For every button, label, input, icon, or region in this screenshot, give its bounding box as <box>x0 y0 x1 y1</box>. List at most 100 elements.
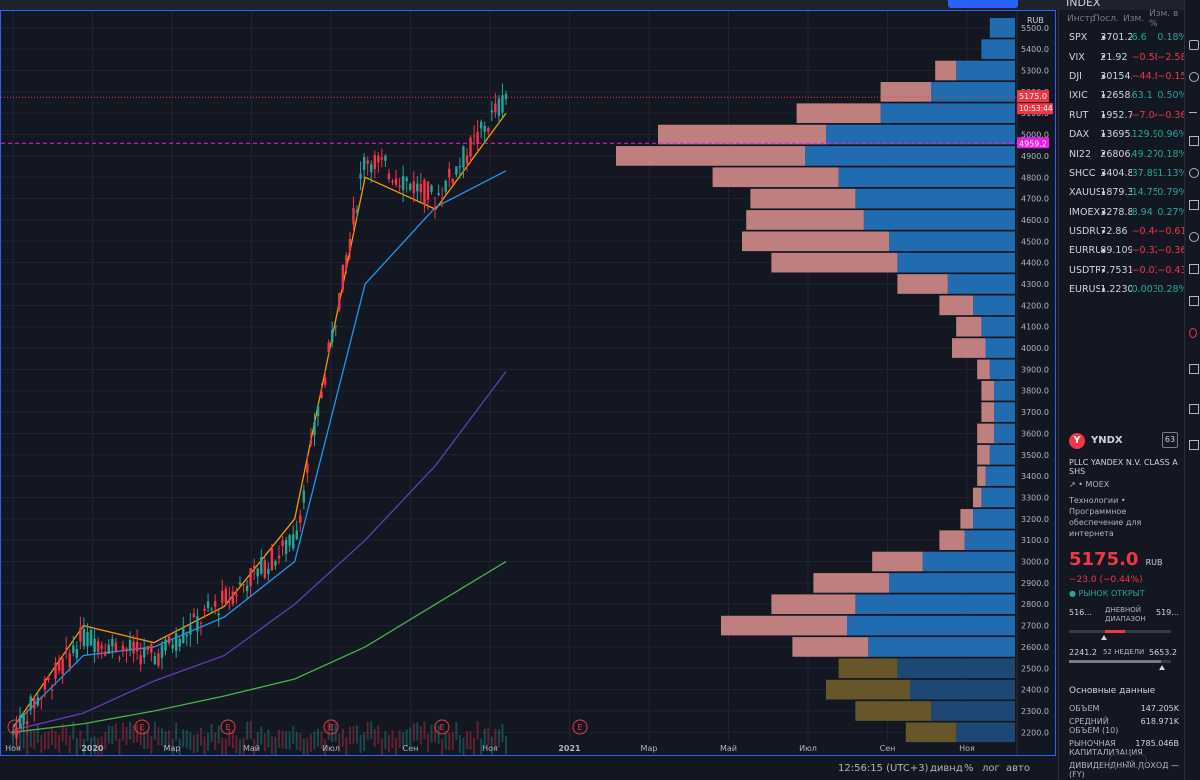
watchlist-row[interactable]: SHCC 3404.837.8901.13% <box>1059 164 1185 183</box>
earnings-marker-icon[interactable] <box>7 719 23 735</box>
volume-bar <box>121 722 124 741</box>
pine-editor-icon[interactable] <box>1189 364 1199 374</box>
volume-profile-up-bar <box>981 316 1015 337</box>
hotlist-icon[interactable] <box>1189 136 1199 146</box>
percent-toggle[interactable]: % <box>964 763 974 774</box>
mcap-row: РЫНОЧНАЯ КАПИТАЛИЗАЦИЯ 1785.046B <box>1059 739 1185 757</box>
watchlist-row[interactable]: IXIC 12658. 63.1 0.50% <box>1059 86 1185 105</box>
col-symbol[interactable]: Инстр <box>1067 14 1096 24</box>
volume-bar <box>483 728 486 747</box>
status-dot-icon <box>1102 268 1105 272</box>
ideas-icon[interactable] <box>1189 200 1199 210</box>
watchlist-row[interactable]: VIX 21.92−0.58−2.58% <box>1059 47 1185 66</box>
clock[interactable]: 12:56:15 (UTC+3) <box>838 763 929 774</box>
volume-bar <box>146 730 149 749</box>
external-link-icon[interactable]: ↗ <box>1069 480 1076 489</box>
earnings-marker-icon[interactable] <box>434 719 450 735</box>
x-tick-label: Сен <box>880 744 896 753</box>
publish-button[interactable] <box>948 0 1018 8</box>
adjust-dividends-toggle[interactable]: дивнд <box>930 763 963 774</box>
alert-clock-icon[interactable] <box>1189 72 1199 82</box>
volume-profile-up-bar <box>989 17 1015 38</box>
watchlist-row[interactable]: RUT 1952.7−7.042−0.36% <box>1059 106 1185 125</box>
volume-profile-down-bar <box>973 487 982 508</box>
watchlist-last: 1879.3 <box>1100 187 1132 199</box>
earnings-marker-icon[interactable] <box>220 719 236 735</box>
watchlist-header: Инстр Посл. Изм. Изм. в % <box>1059 9 1185 29</box>
highlight-price-label: 4959.2 <box>1019 139 1047 148</box>
earnings-marker-label: E <box>139 723 144 732</box>
volume-bar <box>451 731 454 750</box>
volume-bars <box>12 721 507 757</box>
notifications-icon[interactable] <box>1189 296 1199 306</box>
chevron-down-icon[interactable]: ⌄ <box>1109 754 1147 768</box>
x-tick-label: Июл <box>799 744 817 753</box>
volume-bar <box>68 735 71 754</box>
currency-label[interactable]: RUB <box>1027 16 1044 25</box>
volume-profile-up-bar <box>922 551 1015 572</box>
strategy-tester-icon[interactable] <box>1189 404 1199 414</box>
details-badge[interactable]: 63 <box>1162 432 1178 448</box>
volume-bar <box>61 723 64 742</box>
y-tick-label: 2200.0 <box>1021 728 1049 737</box>
volume-bar <box>416 722 419 741</box>
volume-bar <box>238 738 241 757</box>
help-icon[interactable] <box>1189 328 1197 338</box>
price-axis[interactable]: 5500.05400.05300.05200.05100.05000.04900… <box>1016 11 1055 755</box>
chat-icon[interactable] <box>1189 264 1199 274</box>
chart-canvas[interactable]: E E E E E E Ноя 2020 Мар Май Июл Сен Ноя 2021 Мар Май И… <box>1 11 1058 757</box>
x-tick-label: Мар <box>641 744 658 753</box>
volume-profile <box>616 17 1015 743</box>
chart-pane[interactable]: E E E E E E Ноя 2020 Мар Май Июл Сен Ноя 2021 Мар Май И… <box>0 10 1058 757</box>
auto-toggle[interactable]: авто <box>1006 763 1030 774</box>
candle-body <box>206 601 210 608</box>
volume-bar <box>114 723 117 742</box>
watchlist-row[interactable]: NI22 26806. 49.27 0.18% <box>1059 144 1185 163</box>
volume-profile-down-bar <box>960 509 973 529</box>
volume-bar <box>324 738 327 757</box>
col-change-pct[interactable]: Изм. в % <box>1149 9 1179 29</box>
volume-label: ОБЪЕМ <box>1069 704 1100 713</box>
calendar-icon[interactable] <box>1189 168 1199 178</box>
candle-body <box>405 177 408 182</box>
y-tick-label: 5500.0 <box>1021 24 1049 33</box>
candle-body <box>302 490 306 503</box>
watchlist-row[interactable]: IMOEX 3278.8 8.94 0.27% <box>1059 203 1185 222</box>
earnings-marker-icon[interactable] <box>572 719 588 735</box>
candle-body <box>135 641 139 652</box>
candle-body <box>25 721 29 725</box>
trading-panel-icon[interactable] <box>1189 440 1199 450</box>
countdown-badge <box>1017 103 1053 115</box>
time-axis[interactable]: Ноя 2020 Мар Май Июл Сен Ноя 2021 Мар Май Июл Сен Но… <box>5 744 1058 753</box>
watchlist-icon[interactable] <box>1189 40 1199 50</box>
watchlist-change: 37.890 <box>1131 167 1158 179</box>
exchange-name: MOEX <box>1085 480 1110 489</box>
earnings-marker-icon[interactable] <box>134 719 150 735</box>
log-toggle[interactable]: лог <box>982 763 1000 774</box>
data-window-icon[interactable] <box>1189 104 1197 113</box>
candle-body <box>228 599 231 601</box>
candle-body <box>36 697 40 706</box>
day-low: 516... <box>1069 608 1092 617</box>
candle-body <box>323 377 327 385</box>
col-change[interactable]: Изм. <box>1123 14 1145 24</box>
candle-body <box>104 651 107 656</box>
volume-bar <box>373 728 376 747</box>
streams-icon[interactable] <box>1189 232 1199 242</box>
candle-body <box>192 613 196 618</box>
col-last[interactable]: Посл. <box>1093 14 1119 24</box>
sector-text[interactable]: Технологии • Программное обеспечение для… <box>1069 496 1142 538</box>
earnings-marker-icon[interactable] <box>323 719 339 735</box>
watchlist-row[interactable]: DJI 30154.−44.8−0.15% <box>1059 67 1185 86</box>
candle-body <box>501 95 504 113</box>
watchlist-row[interactable]: DAX 13695.129.940.96% <box>1059 125 1185 144</box>
price-axis-bg <box>1017 11 1055 755</box>
watchlist-row[interactable]: SPX 3701.2 6.6 0.18% <box>1059 28 1185 47</box>
watchlist-change-pct: −0.15% <box>1157 70 1185 82</box>
